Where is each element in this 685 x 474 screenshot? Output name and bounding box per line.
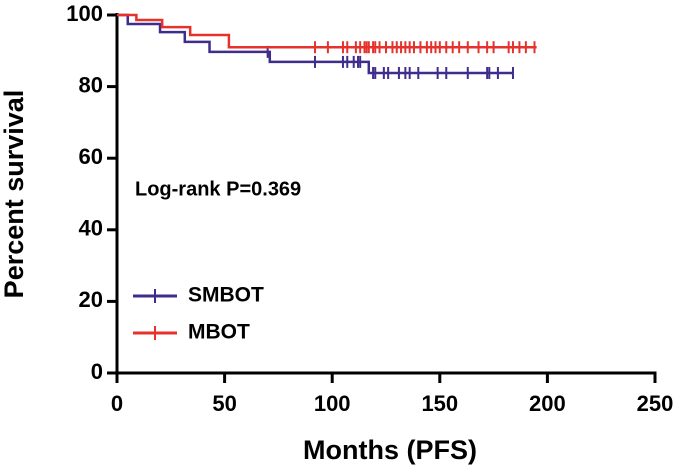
y-tick-label: 80	[79, 72, 103, 97]
y-tick-label: 20	[79, 287, 103, 312]
y-tick-label: 100	[66, 1, 103, 26]
x-tick-label: 100	[314, 391, 351, 416]
y-tick-label: 60	[79, 144, 103, 169]
legend-label: MBOT	[188, 321, 250, 344]
y-tick-label: 40	[79, 216, 103, 241]
x-tick-label: 50	[212, 391, 236, 416]
x-tick-label: 200	[529, 391, 566, 416]
survival-curve	[117, 13, 537, 49]
x-axis-title: Months (PFS)	[303, 435, 477, 465]
x-tick-label: 150	[421, 391, 458, 416]
x-tick-label: 0	[111, 391, 123, 416]
y-tick-label: 0	[91, 359, 103, 384]
x-tick-label: 250	[637, 391, 674, 416]
legend-label: SMBOT	[188, 284, 264, 307]
survival-curve	[117, 13, 513, 75]
annotation: Log-rank P=0.369	[135, 178, 301, 200]
y-axis-title: Percent survival	[0, 90, 29, 299]
